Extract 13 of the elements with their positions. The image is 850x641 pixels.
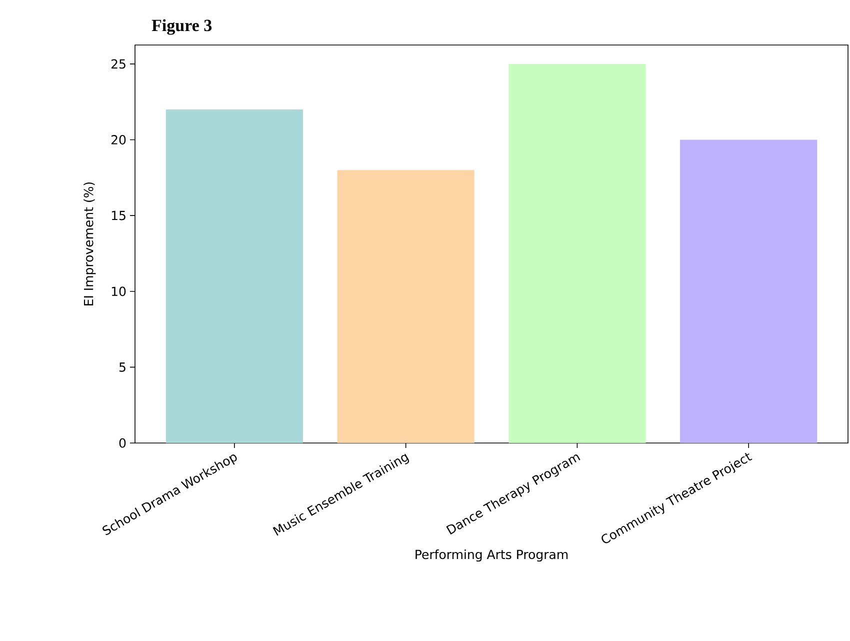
y-tick-label: 0 xyxy=(119,438,126,448)
y-tick-label: 10 xyxy=(112,286,126,296)
y-tick-label: 25 xyxy=(111,59,126,69)
bar xyxy=(337,170,474,443)
y-tick-label: 5 xyxy=(119,362,126,372)
bar xyxy=(166,109,303,443)
y-tick-label: 20 xyxy=(111,135,126,144)
y-axis-title: EI Improvement (%) xyxy=(84,182,96,306)
bar xyxy=(508,64,646,443)
chart-title: Figure 3 xyxy=(152,19,212,35)
y-tick-label: 15 xyxy=(112,210,126,220)
bar xyxy=(680,140,818,443)
x-axis-title: Performing Arts Program xyxy=(416,549,568,562)
